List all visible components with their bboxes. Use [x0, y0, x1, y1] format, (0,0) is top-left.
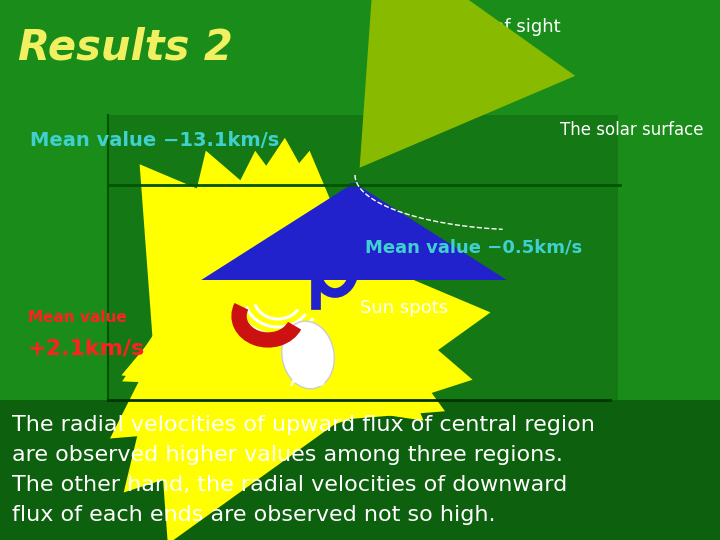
Text: Mean value −0.5km/s: Mean value −0.5km/s	[365, 239, 582, 257]
Bar	[0, 400, 720, 540]
Text: AFS: AFS	[290, 370, 327, 389]
Text: +2.1km/s: +2.1km/s	[28, 338, 145, 358]
Text: The other hand, the radial velocities of downward: The other hand, the radial velocities of…	[12, 475, 567, 495]
Text: flux of each ends are observed not so high.: flux of each ends are observed not so hi…	[12, 505, 495, 525]
Text: The radial velocities of upward flux of central region: The radial velocities of upward flux of …	[12, 415, 595, 435]
Text: The solar surface: The solar surface	[560, 121, 703, 139]
Text: Mean value −13.1km/s: Mean value −13.1km/s	[30, 131, 279, 150]
Text: Mean value: Mean value	[28, 310, 127, 326]
Bar	[108, 115, 618, 400]
Text: Sun spots: Sun spots	[360, 299, 448, 317]
Text: are observed higher values among three regions.: are observed higher values among three r…	[12, 445, 563, 465]
Text: Results 2: Results 2	[18, 27, 233, 69]
Text: Line of sight: Line of sight	[450, 18, 561, 36]
Ellipse shape	[282, 321, 334, 389]
